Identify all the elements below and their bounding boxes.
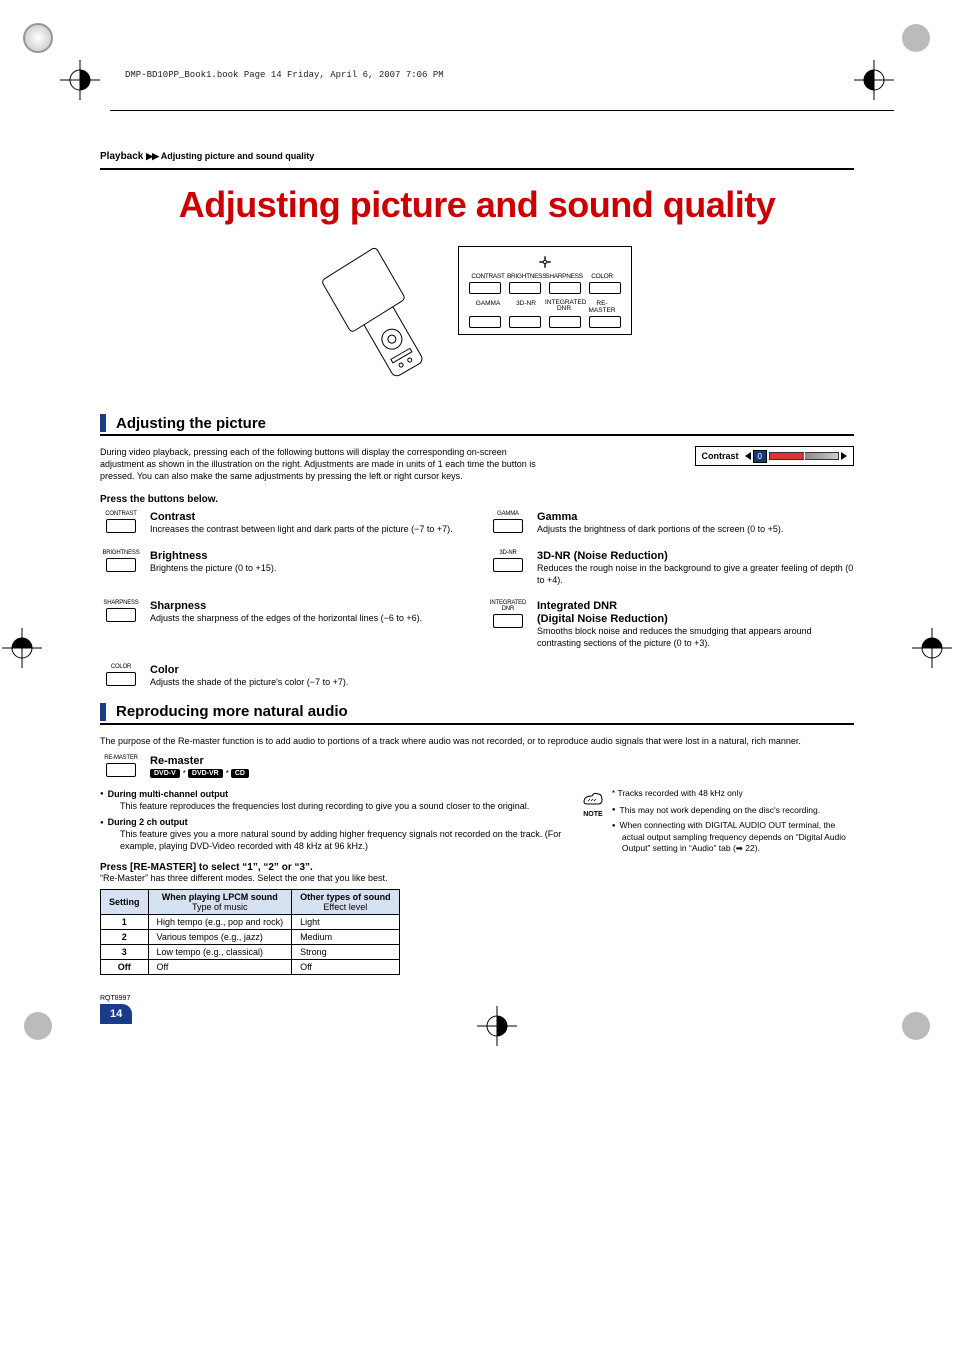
intro-text: During video playback, pressing each of … (100, 446, 540, 482)
sparkle-icon (538, 255, 552, 269)
adjust-desc: Adjusts the sharpness of the edges of th… (150, 613, 467, 625)
breadcrumb-section: Playback (100, 151, 143, 162)
diag-button (589, 316, 621, 328)
osd-preview: Contrast 0 (695, 446, 854, 466)
remaster-button-icon: RE-MASTER (100, 755, 142, 777)
button-icon: CONTRAST (100, 511, 142, 533)
page-title: Adjusting picture and sound quality (100, 184, 854, 226)
diag-button (469, 282, 501, 294)
doc-code: RQT8997 (100, 995, 854, 1002)
diag-label: 3D-NR (507, 300, 545, 314)
button-icon: SHARPNESS (100, 600, 142, 622)
breadcrumb-sub: Adjusting picture and sound quality (161, 151, 315, 161)
diag-button (509, 282, 541, 294)
adjust-item: GAMMA Gamma Adjusts the brightness of da… (487, 511, 854, 536)
bullet-item: During multi-channel outputThis feature … (100, 788, 566, 812)
diag-button (549, 316, 581, 328)
remote-illustration (322, 246, 442, 386)
note-bullet: When connecting with DIGITAL AUDIO OUT t… (612, 820, 854, 854)
diag-label: INTEGRATEDDNR (545, 300, 583, 314)
table-row: 1High tempo (e.g., pop and rock)Light (101, 915, 400, 930)
button-icon: INTEGRATEDDNR (487, 600, 529, 628)
remaster-title: Re-master (150, 755, 854, 767)
osd-label: Contrast (702, 451, 739, 461)
adjust-desc: Adjusts the brightness of dark portions … (537, 524, 854, 536)
press-remaster: Press [RE-MASTER] to select “1”, “2” or … (100, 862, 566, 873)
adjust-item: 3D-NR 3D-NR (Noise Reduction) Reduces th… (487, 550, 854, 586)
breadcrumb: Playback ▶▶ Adjusting picture and sound … (100, 151, 854, 162)
adjust-item: SHARPNESS Sharpness Adjusts the sharpnes… (100, 600, 467, 649)
diag-button (469, 316, 501, 328)
table-row: 2Various tempos (e.g., jazz)Medium (101, 930, 400, 945)
table-row: OffOffOff (101, 960, 400, 975)
remaster-table: Setting When playing LPCM soundType of m… (100, 889, 400, 975)
page-number: 14 (100, 1004, 132, 1024)
audio-intro: The purpose of the Re-master function is… (100, 735, 854, 747)
osd-arrow-left-icon (745, 452, 751, 460)
adjust-desc: Brightens the picture (0 to +15). (150, 563, 467, 575)
press-remaster-sub: “Re-Master” has three different modes. S… (100, 873, 566, 883)
adjust-name: Sharpness (150, 600, 467, 612)
note-icon: NOTE (580, 788, 606, 819)
diag-button (589, 282, 621, 294)
section-header-audio: Reproducing more natural audio (100, 703, 854, 725)
diag-label: GAMMA (469, 300, 507, 314)
disc-tag: DVD-VR (188, 769, 223, 778)
diag-button (509, 316, 541, 328)
note-bullet: This may not work depending on the disc'… (612, 805, 854, 816)
table-row: 3Low tempo (e.g., classical)Strong (101, 945, 400, 960)
section-title: Adjusting the picture (116, 415, 266, 432)
section-title: Reproducing more natural audio (116, 703, 348, 720)
diag-label: COLOR (583, 273, 621, 280)
adjust-desc: Adjusts the shade of the picture's color… (150, 677, 467, 689)
table-header: Other types of soundEffect level (292, 890, 400, 915)
adjust-item: BRIGHTNESS Brightness Brightens the pict… (100, 550, 467, 586)
table-header: When playing LPCM soundType of music (148, 890, 292, 915)
adjust-desc: Increases the contrast between light and… (150, 524, 467, 536)
file-header-line: DMP-BD10PP_Book1.book Page 14 Friday, Ap… (125, 70, 894, 80)
adjust-name: 3D-NR (Noise Reduction) (537, 550, 854, 562)
adjust-name: Color (150, 664, 467, 676)
button-icon: COLOR (100, 664, 142, 686)
footer: RQT8997 14 (100, 995, 854, 1024)
disc-tag: DVD-V (150, 769, 180, 778)
adjust-desc: Smooths block noise and reduces the smud… (537, 626, 854, 649)
button-icon: 3D-NR (487, 550, 529, 572)
diag-label: BRIGHTNESS (507, 273, 545, 280)
note-label: NOTE (583, 810, 602, 819)
adjust-desc: Reduces the rough noise in the backgroun… (537, 563, 854, 586)
adjust-item: INTEGRATEDDNR Integrated DNR (Digital No… (487, 600, 854, 649)
osd-value: 0 (753, 450, 767, 463)
diag-label: CONTRAST (469, 273, 507, 280)
press-heading: Press the buttons below. (100, 494, 854, 505)
adjust-item: COLOR Color Adjusts the shade of the pic… (100, 664, 467, 689)
adjust-name: Brightness (150, 550, 467, 562)
breadcrumb-arrows: ▶▶ (146, 151, 158, 161)
diag-label: SHARPNESS (545, 273, 583, 280)
diag-label: RE-MASTER (583, 300, 621, 314)
disc-tags: DVD-V* DVD-VR* CD (150, 769, 854, 778)
adjust-name: Gamma (537, 511, 854, 523)
note-star-line: * Tracks recorded with 48 kHz only (612, 788, 854, 799)
bullet-item: During 2 ch outputThis feature gives you… (100, 816, 566, 852)
diag-button (549, 282, 581, 294)
adjust-name: Integrated DNR (537, 600, 854, 612)
button-icon: BRIGHTNESS (100, 550, 142, 572)
adjust-name: Contrast (150, 511, 467, 523)
disc-tag: CD (231, 769, 249, 778)
osd-bar (769, 452, 839, 460)
adjust-item: CONTRAST Contrast Increases the contrast… (100, 511, 467, 536)
section-header-picture: Adjusting the picture (100, 414, 854, 436)
button-panel: CONTRAST BRIGHTNESS SHARPNESS COLOR GAMM… (458, 246, 632, 335)
table-header: Setting (101, 890, 149, 915)
osd-arrow-right-icon (841, 452, 847, 460)
remote-diagram: CONTRAST BRIGHTNESS SHARPNESS COLOR GAMM… (100, 246, 854, 386)
button-icon: GAMMA (487, 511, 529, 533)
